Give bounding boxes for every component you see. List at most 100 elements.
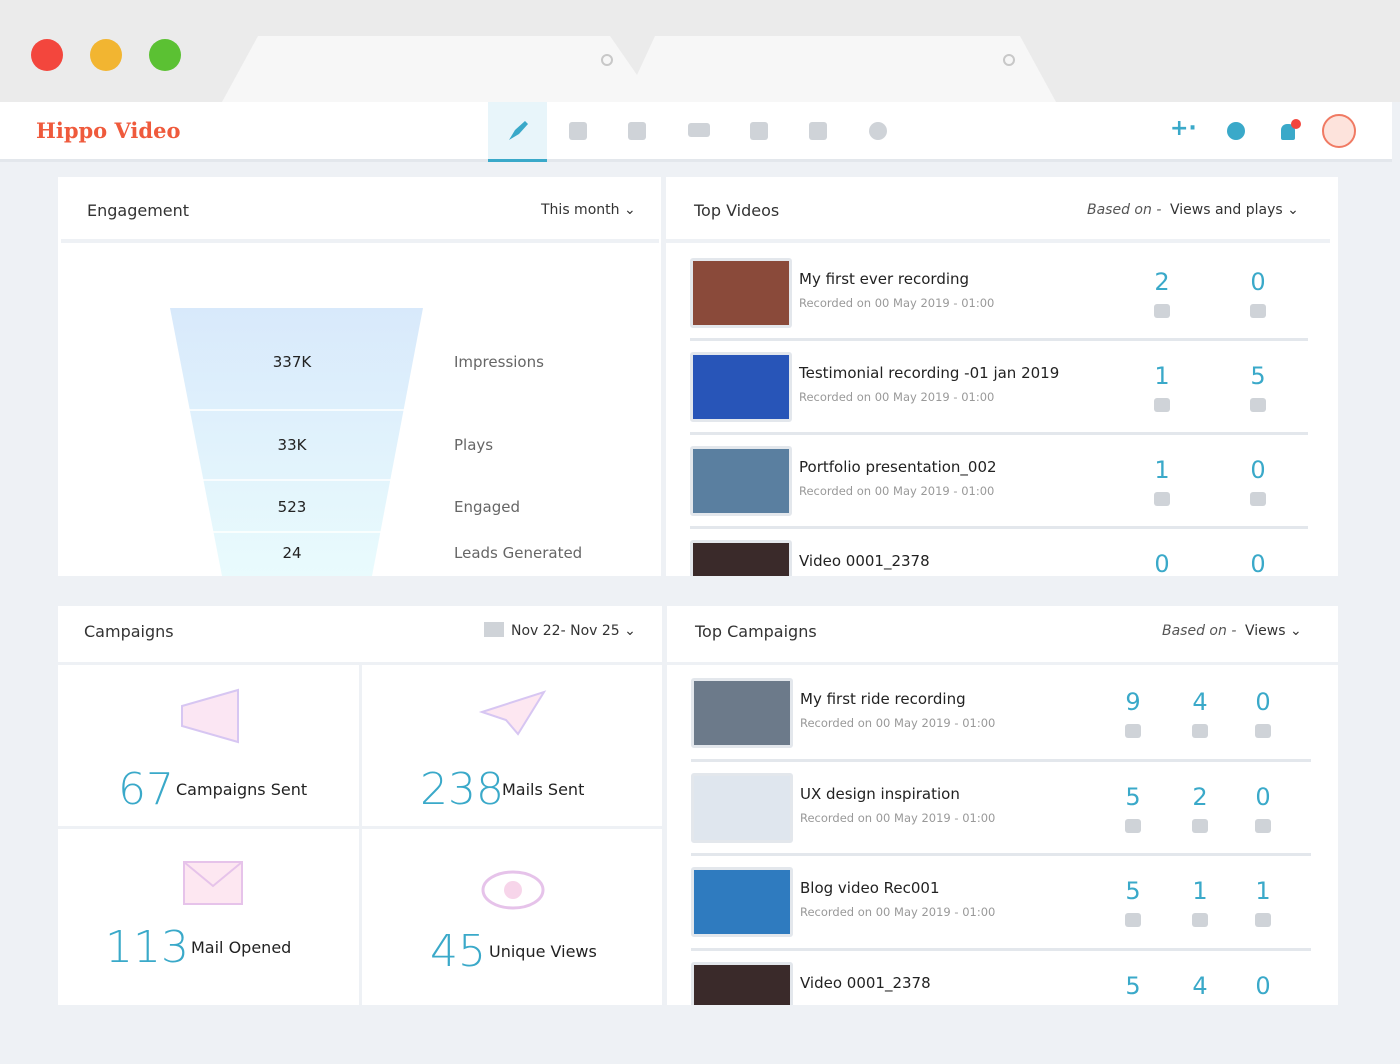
video-title: Portfolio presentation_002 xyxy=(799,458,997,476)
stat-value: 1 xyxy=(1255,877,1271,905)
campaign-icons xyxy=(181,688,547,910)
video-title: UX design inspiration xyxy=(800,784,960,803)
period-select[interactable]: This month ⌄ xyxy=(541,202,636,218)
share-icon xyxy=(1125,913,1141,927)
row-divider xyxy=(690,338,1308,341)
video-title: Blog video Rec001 xyxy=(800,879,940,897)
stat-value: 1 xyxy=(1154,456,1170,484)
close-button[interactable] xyxy=(31,39,63,71)
funnel xyxy=(158,308,438,576)
funnel-label: Engaged xyxy=(454,498,520,516)
logo[interactable]: Hippo Video xyxy=(36,118,181,143)
stat-value: 5 xyxy=(1125,782,1141,811)
stat-value: 0 xyxy=(1250,268,1266,296)
stat-label: Unique Views xyxy=(489,942,597,961)
sort-select[interactable]: Views and plays ⌄ xyxy=(1170,202,1299,218)
tab-close[interactable] xyxy=(601,54,613,66)
funnel-label: Plays xyxy=(454,436,494,454)
stat-value: 2 xyxy=(1154,268,1170,296)
mail-icon xyxy=(1192,724,1208,738)
stat-value: 0 xyxy=(1255,782,1271,811)
funnel-label: Leads Generated xyxy=(454,544,583,562)
divider xyxy=(667,662,1338,665)
funnel-label: Impressions xyxy=(454,353,544,371)
thumbnail xyxy=(690,352,792,422)
divider xyxy=(661,177,666,576)
stat-value: 2 xyxy=(1192,782,1208,811)
add-button[interactable]: +· xyxy=(1170,116,1197,141)
thumbnail xyxy=(690,540,792,576)
stat-value: 9 xyxy=(1125,688,1141,716)
video-meta: Recorded on 00 May 2019 - 01:00 xyxy=(799,390,995,404)
thumbnail xyxy=(690,446,792,516)
panel-title: Campaigns xyxy=(84,622,174,641)
stat-value: 5 xyxy=(1250,362,1266,390)
funnel-value: 523 xyxy=(277,498,307,516)
calendar-icon xyxy=(484,622,504,637)
funnel-value: 24 xyxy=(282,544,302,562)
nav-icon[interactable] xyxy=(809,122,827,140)
row-divider xyxy=(690,432,1308,435)
funnel-value: 33K xyxy=(277,436,307,454)
video-meta: Recorded on 00 May 2019 - 01:00 xyxy=(800,810,996,825)
notification-icon[interactable] xyxy=(1281,124,1295,140)
row-divider xyxy=(691,947,1311,951)
views-icon xyxy=(1250,398,1266,412)
stat-label: Mails Sent xyxy=(502,780,585,799)
video-meta: Recorded on 00 May 2019 - 01:00 xyxy=(799,296,995,310)
rocket-icon xyxy=(509,121,528,140)
notification-badge xyxy=(1291,119,1301,129)
row-divider xyxy=(690,526,1308,529)
video-title: Video 0001_2378 xyxy=(799,552,930,570)
nav-icon[interactable] xyxy=(688,123,710,137)
thumbnail xyxy=(690,258,792,328)
date-range: Nov 22- Nov 25 xyxy=(511,623,620,639)
minimize-button[interactable] xyxy=(90,39,122,71)
avatar[interactable] xyxy=(1322,114,1356,148)
stat-value: 1 xyxy=(1192,877,1208,905)
thumbnail xyxy=(691,772,793,843)
plays-icon xyxy=(1154,398,1170,412)
mail-icon xyxy=(1192,913,1208,927)
views-icon xyxy=(1250,492,1266,506)
sort-select[interactable]: Views ⌄ xyxy=(1245,623,1302,639)
stat-value: 1 xyxy=(1154,362,1170,390)
funnel-value: 337K xyxy=(272,353,312,371)
stat-number: 67 xyxy=(118,764,174,815)
nav-icon[interactable] xyxy=(569,122,587,140)
stat-value: 5 xyxy=(1125,971,1141,1000)
stat-value: 4 xyxy=(1192,688,1208,716)
top-panel: Engagement This month ⌄ Top Videos Based… xyxy=(58,177,1338,576)
video-meta: Recorded on 00 May 2019 - 01:00 xyxy=(800,716,996,730)
video-title: My first ever recording xyxy=(799,270,970,288)
divider xyxy=(359,662,362,1005)
video-title: Testimonial recording -01 jan 2019 xyxy=(799,364,1060,382)
video-meta: Recorded on 00 May 2019 - 01:00 xyxy=(799,484,995,498)
stat-value: 0 xyxy=(1154,550,1170,576)
stat-value: 0 xyxy=(1250,550,1266,576)
nav-icon[interactable] xyxy=(750,122,768,140)
stat-value: 0 xyxy=(1250,456,1266,484)
tab-close[interactable] xyxy=(1003,54,1015,66)
funnel-shape xyxy=(170,308,423,576)
maximize-button[interactable] xyxy=(149,39,181,71)
stat-value: 5 xyxy=(1125,877,1141,905)
date-select[interactable]: Nov 22- Nov 25 ⌄ xyxy=(511,623,636,639)
mail-icon xyxy=(1192,818,1208,833)
video-title: My first ride recording xyxy=(800,690,966,708)
share-icon xyxy=(1125,818,1141,833)
browser-tab[interactable] xyxy=(222,36,1056,102)
views-icon xyxy=(1255,913,1271,927)
stat-value: 0 xyxy=(1255,688,1271,716)
help-icon[interactable] xyxy=(1227,122,1245,140)
row-divider xyxy=(691,758,1311,762)
nav-icon[interactable] xyxy=(628,122,646,140)
nav-icon[interactable] xyxy=(869,122,887,140)
divider xyxy=(662,606,667,1005)
divider xyxy=(666,239,1330,243)
panel-title: Top Videos xyxy=(694,201,780,220)
panel-title: Top Campaigns xyxy=(695,622,817,641)
based-on: Based on - xyxy=(1162,623,1237,639)
video-meta: Recorded on 00 May 2019 - 01:00 xyxy=(800,905,996,919)
